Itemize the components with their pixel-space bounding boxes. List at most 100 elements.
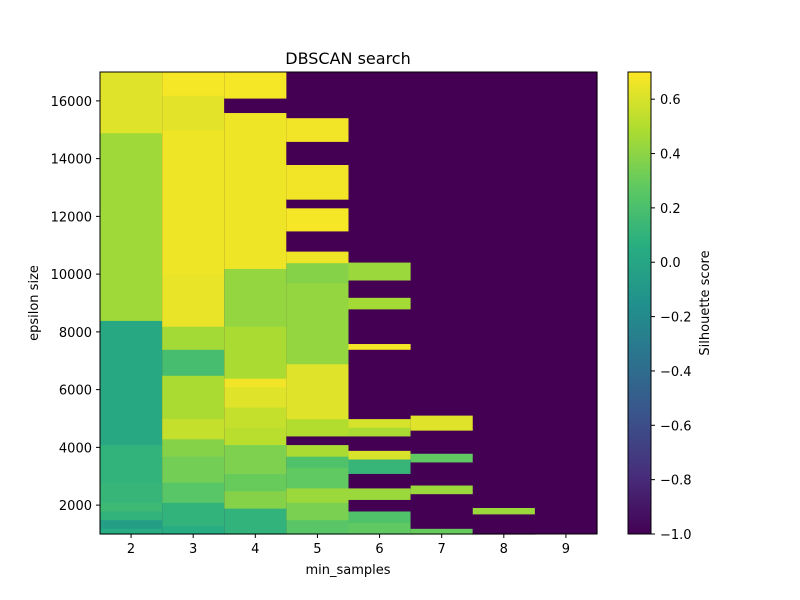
heatmap-cell — [348, 343, 412, 350]
heatmap-cell — [100, 320, 163, 446]
heatmap-cell — [348, 349, 412, 420]
heatmap-cell — [286, 435, 350, 446]
heatmap-cell — [286, 519, 350, 535]
x-tick-label: 8 — [500, 542, 508, 557]
heatmap-cell — [410, 461, 474, 486]
heatmap-cell — [286, 141, 350, 165]
heatmap-cell — [224, 72, 287, 99]
y-tick-label: 10000 — [51, 268, 92, 283]
heatmap-column-bg-9 — [534, 72, 598, 534]
heatmap-cell — [410, 430, 474, 454]
y-axis-label: epsilon size — [27, 265, 42, 341]
colorbar-tick-label: 0.0 — [660, 256, 681, 271]
heatmap-cell — [472, 508, 536, 515]
y-axis: 2000 4000 6000 8000 10000 12000 14000 16000 — [51, 95, 100, 514]
colorbar-tick-label: 0.4 — [660, 148, 681, 163]
heatmap-cell — [100, 72, 163, 134]
heatmap-cell — [162, 326, 225, 350]
x-axis-label: min_samples — [305, 563, 390, 578]
heatmap-cell — [286, 199, 350, 209]
x-tick-label: 6 — [375, 542, 383, 557]
heatmap-cell — [224, 326, 287, 379]
heatmap-cell — [162, 129, 225, 275]
heatmap-cell — [162, 438, 225, 457]
y-tick-label: 12000 — [51, 210, 92, 225]
heatmap-cell — [472, 513, 536, 535]
heatmap-cell — [286, 363, 350, 420]
heatmap-cell — [348, 499, 412, 512]
x-tick-label: 4 — [251, 542, 259, 557]
heatmap-cell — [348, 435, 412, 451]
heatmap-cell — [100, 444, 163, 483]
heatmap-cell — [348, 297, 412, 310]
heatmap-cell — [100, 132, 163, 321]
heatmap-cell — [162, 375, 225, 420]
heatmap-cell — [286, 251, 350, 264]
x-tick-label: 5 — [313, 542, 321, 557]
y-tick-label: 4000 — [59, 441, 92, 456]
heatmap-cell — [410, 493, 474, 529]
heatmap-cell — [348, 522, 412, 535]
heatmap-cell — [348, 427, 412, 437]
heatmap-cell — [100, 519, 163, 529]
heatmap-cell — [348, 450, 412, 460]
heatmap-cell — [286, 487, 350, 503]
heatmap-cell — [224, 427, 287, 446]
heatmap-cell — [410, 528, 474, 535]
colorbar — [627, 71, 652, 535]
heatmap-cell — [224, 406, 287, 428]
heatmap-cell — [162, 418, 225, 440]
heatmap-cell — [162, 502, 225, 526]
heatmap-cell — [224, 112, 287, 269]
y-tick-label: 16000 — [51, 95, 92, 110]
heatmap-cell — [410, 484, 474, 495]
heatmap-column-bg-8 — [472, 72, 536, 534]
x-tick-label: 2 — [127, 542, 135, 557]
chart-title: DBSCAN search — [285, 49, 411, 68]
heatmap-cell — [224, 444, 287, 474]
heatmap-cell — [348, 262, 412, 281]
heatmap-cell — [348, 279, 412, 298]
x-tick-label: 9 — [562, 542, 570, 557]
y-tick-label: 8000 — [59, 326, 92, 341]
heatmap-cell — [286, 467, 350, 489]
y-tick-label: 14000 — [51, 153, 92, 168]
colorbar-tick-label: −0.2 — [660, 311, 692, 326]
x-axis: 2 3 4 5 6 7 8 9 — [127, 534, 570, 557]
heatmap-cell — [224, 473, 287, 492]
heatmap-cell — [162, 482, 225, 503]
colorbar-label: Silhouette score — [698, 250, 713, 355]
heatmap-cell — [286, 502, 350, 521]
heatmap-cell — [348, 308, 412, 345]
heatmap-cell — [224, 378, 287, 388]
heatmap-cell — [100, 510, 163, 521]
y-tick-label: 6000 — [59, 384, 92, 399]
heatmap-cell — [286, 444, 350, 457]
heatmap-cell — [410, 453, 474, 463]
heatmap-cell — [286, 207, 350, 232]
heatmap-cell — [286, 164, 350, 200]
heatmap-cell — [162, 525, 225, 535]
heatmap-cell — [286, 262, 350, 284]
heatmap-cells — [100, 72, 598, 535]
heatmap-cell — [224, 97, 287, 114]
heatmap-cell — [286, 418, 350, 437]
heatmap-cell — [162, 274, 225, 327]
heatmap-cell — [224, 490, 287, 509]
heatmap-cell — [286, 230, 350, 252]
x-tick-label: 7 — [438, 542, 446, 557]
colorbar-tick-label: 0.6 — [660, 93, 681, 108]
colorbar-tick-label: −0.6 — [660, 419, 692, 434]
heatmap-cell — [348, 487, 412, 500]
heatmap-cell — [286, 456, 350, 469]
colorbar-tick-label: −1.0 — [660, 528, 692, 543]
heatmap-cell — [100, 482, 163, 503]
heatmap-cell — [100, 502, 163, 512]
heatmap-cell — [162, 95, 225, 131]
heatmap-cell — [100, 528, 163, 535]
heatmap-cell — [348, 458, 412, 474]
x-tick-label: 3 — [189, 542, 197, 557]
heatmap-cell — [410, 415, 474, 431]
heatmap-cell — [224, 386, 287, 408]
